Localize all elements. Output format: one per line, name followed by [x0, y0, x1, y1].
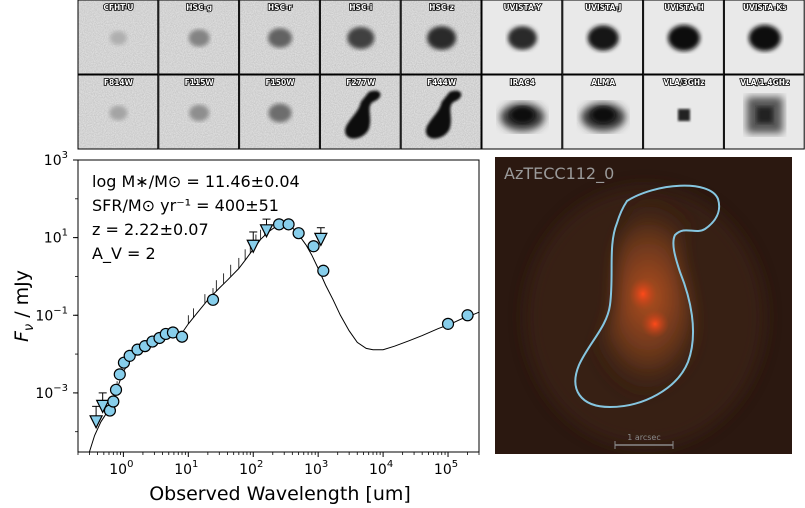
- annotation-stellar-mass: log M∗/M⊙ = 11.46±0.04: [92, 172, 300, 191]
- detection-point: [109, 383, 123, 396]
- stamp-label: UVISTA-Y: [503, 3, 541, 12]
- stamp-f150w: F150W: [239, 74, 320, 150]
- stamp-label: HSC-z: [429, 3, 454, 12]
- detection-point: [282, 218, 295, 231]
- stamp-f277w: F277W: [319, 74, 401, 150]
- stamp-label: HSC-g: [186, 3, 212, 12]
- detection-point: [175, 330, 189, 343]
- upper-limit-marker: [259, 224, 274, 239]
- stamp-label: F444W: [427, 78, 457, 87]
- stamp-label: UVISTA-J: [585, 3, 622, 12]
- y-tick-label: 103: [44, 150, 68, 169]
- annotation-av: A_V = 2: [92, 244, 156, 264]
- stamp-label: F115W: [185, 78, 215, 87]
- stamp-hsc-i: HSC-i: [319, 0, 401, 75]
- stamp-f115w: F115W: [158, 74, 240, 150]
- source-name: AzTECC112_0: [504, 164, 614, 184]
- stamp-vla-3ghz: VLA/3GHz: [643, 74, 724, 150]
- stamp-irac4: IRAC4: [481, 74, 563, 150]
- detection-point: [113, 368, 126, 381]
- stamp-cfht-u: CFHT-U: [77, 0, 159, 75]
- sed-plot: 100 101 102 103 104 105 10−3 10−1 101 103 log M∗/…: [11, 150, 480, 505]
- annotation-redshift: z = 2.22±0.07: [92, 220, 209, 239]
- y-tick-label: 10−3: [35, 383, 68, 402]
- upper-limit-marker: [246, 239, 261, 254]
- bright-core-2: [641, 310, 669, 338]
- stamp-alma: ALMA: [562, 74, 644, 150]
- detection-point: [441, 317, 455, 330]
- stamp-label: IRAC4: [510, 78, 535, 87]
- stamp-uvista-ks: UVISTA-Ks: [723, 0, 805, 75]
- x-axis-label: Observed Wavelength [um]: [149, 483, 411, 505]
- stamp-label: CFHT-U: [103, 3, 133, 12]
- detection-point: [292, 227, 305, 240]
- stamp-label: HSC-r: [268, 3, 292, 12]
- x-tick-label: 101: [174, 459, 198, 478]
- detection-point: [206, 293, 220, 306]
- bright-core-1: [629, 278, 657, 310]
- y-tick-label: 10−1: [35, 305, 68, 324]
- plot-area: [77, 159, 480, 453]
- stamp-grid: CFHT-U HSC-g HSC-r HSC-i HSC-z UVISTA-Y UVISTA…: [77, 0, 805, 150]
- stamp-uvista-y: UVISTA-Y: [481, 0, 563, 75]
- upper-limit-marker: [89, 415, 104, 430]
- stamp-hsc-g: HSC-g: [158, 0, 240, 75]
- annotation-sfr: SFR/M⊙ yr⁻¹ = 400±51: [92, 196, 279, 215]
- stamp-uvista-j: UVISTA-J: [562, 0, 644, 75]
- stamp-label: VLA/1.4GHz: [740, 78, 789, 87]
- stamp-uvista-h: UVISTA-H: [643, 0, 724, 75]
- detection-point: [317, 264, 330, 277]
- stamp-label: F150W: [265, 78, 295, 87]
- y-tick-label: 101: [44, 228, 68, 247]
- detection-point: [107, 395, 120, 408]
- upper-limit-marker: [313, 232, 328, 247]
- x-tick-label: 103: [304, 459, 328, 478]
- stamp-label: VLA/3GHz: [663, 78, 704, 87]
- x-tick-label: 100: [109, 459, 133, 478]
- y-axis-label: Fν / mJy: [11, 270, 37, 342]
- detection-point: [307, 240, 320, 253]
- stamp-f444w: F444W: [400, 74, 482, 150]
- stamp-hsc-r: HSC-r: [239, 0, 320, 75]
- stamp-f814w: F814W: [77, 74, 159, 150]
- x-tick-label: 105: [434, 459, 458, 478]
- scale-label: 1 arcsec: [627, 433, 661, 442]
- stamp-label: UVISTA-H: [664, 3, 704, 12]
- stamp-label: UVISTA-Ks: [743, 3, 787, 12]
- x-tick-label: 102: [239, 459, 263, 478]
- contour: [574, 184, 721, 409]
- stamp-label: F814W: [104, 78, 134, 87]
- detection-point: [123, 349, 136, 362]
- stamp-label: HSC-i: [349, 3, 372, 12]
- stamp-label: ALMA: [591, 78, 615, 87]
- stamp-label: F277W: [346, 78, 376, 87]
- stamp-vla-1-4ghz: VLA/1.4GHz: [723, 74, 805, 150]
- stamp-hsc-z: HSC-z: [400, 0, 482, 75]
- detection-point: [461, 309, 474, 322]
- rgb-image-panel: AzTECC112_0 1 arcsec: [495, 157, 792, 454]
- x-tick-label: 104: [369, 459, 393, 478]
